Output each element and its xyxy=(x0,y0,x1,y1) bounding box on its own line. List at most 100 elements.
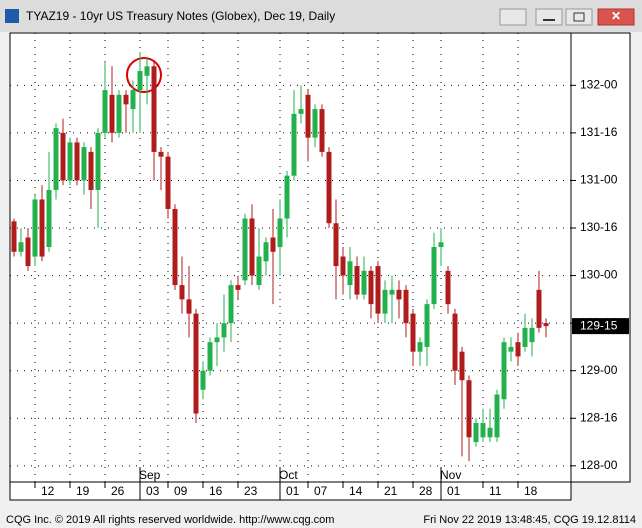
candle-body xyxy=(347,261,353,286)
candle-body xyxy=(487,427,493,438)
candle-body xyxy=(529,327,535,343)
y-tick-label: 131-16 xyxy=(580,125,618,139)
candle-body xyxy=(235,285,241,290)
candle-body xyxy=(319,109,325,152)
x-tick-label: 11 xyxy=(489,484,502,498)
candle-body xyxy=(424,304,430,347)
candle-body xyxy=(305,94,311,138)
candle-body xyxy=(354,266,360,295)
close-icon: ✕ xyxy=(611,9,621,23)
candle-body xyxy=(382,289,388,314)
candle-body xyxy=(333,223,339,267)
y-tick-label: 129-00 xyxy=(580,363,618,377)
window-title: TYAZ19 - 10yr US Treasury Notes (Globex)… xyxy=(26,9,335,23)
x-tick-label: 21 xyxy=(384,484,398,498)
candle-body xyxy=(452,313,458,371)
candle-body xyxy=(130,90,136,110)
candle-body xyxy=(340,256,346,276)
candle-body xyxy=(431,247,437,305)
x-tick-label: 28 xyxy=(419,484,433,498)
candle-body xyxy=(508,346,514,352)
candle-body xyxy=(389,289,395,295)
candle-body xyxy=(263,242,269,262)
candle-body xyxy=(137,71,143,91)
x-tick-label: 01 xyxy=(286,484,300,498)
candle-body xyxy=(144,66,150,76)
candle-body xyxy=(46,189,52,248)
candle-body xyxy=(95,132,101,190)
candle-body xyxy=(326,151,332,224)
footer-left: CQG Inc. © 2019 All rights reserved worl… xyxy=(6,514,334,526)
y-tick-label: 131-00 xyxy=(580,173,618,187)
candle-body xyxy=(193,313,199,414)
candle-body xyxy=(445,270,451,305)
candle-body xyxy=(515,342,521,357)
candle-body xyxy=(200,370,206,390)
app-icon xyxy=(5,9,19,23)
x-tick-label: 03 xyxy=(146,484,160,498)
candle-body xyxy=(536,289,542,328)
y-tick-label: 130-00 xyxy=(580,268,618,282)
candle-body xyxy=(256,256,262,286)
last-price-label: 129-15 xyxy=(580,318,618,332)
candle-body xyxy=(277,218,283,248)
candle-body xyxy=(207,342,213,371)
candle-body xyxy=(109,94,115,133)
candle-body xyxy=(249,218,255,276)
minimize-button[interactable] xyxy=(535,8,563,26)
candle-body xyxy=(214,337,220,343)
x-tick-label: 16 xyxy=(209,484,223,498)
candle-body xyxy=(368,270,374,305)
x-tick-label: 01 xyxy=(447,484,461,498)
candle-body xyxy=(494,394,500,438)
candle-body xyxy=(151,66,157,152)
candle-body xyxy=(396,289,402,300)
candle-body xyxy=(39,199,45,257)
candle-body xyxy=(291,113,297,176)
candle-body xyxy=(25,237,31,267)
last-price-box xyxy=(572,318,629,335)
candle-body xyxy=(74,142,80,181)
y-tick-label: 132-00 xyxy=(580,77,618,91)
candle-body xyxy=(459,351,465,381)
month-label: Oct xyxy=(279,468,298,482)
chart: 128-00128-16129-00129-16130-00130-16131-… xyxy=(10,33,629,500)
candle-body xyxy=(473,423,479,443)
candle-body xyxy=(403,289,409,324)
maximize-button[interactable] xyxy=(565,8,593,26)
footer-right: Fri Nov 22 2019 13:48:45, CQG 19.12.8114 xyxy=(423,514,636,526)
candle-body xyxy=(116,94,122,133)
candle-body xyxy=(81,147,87,181)
candle-body xyxy=(165,156,171,209)
candle-body xyxy=(60,132,66,181)
candle-body xyxy=(102,90,108,133)
x-tick-label: 12 xyxy=(41,484,55,498)
candle-body xyxy=(501,342,507,400)
x-tick-label: 14 xyxy=(349,484,363,498)
candle-body xyxy=(375,266,381,314)
time-axis xyxy=(9,481,572,501)
close-button[interactable] xyxy=(597,8,635,26)
candle-body xyxy=(221,323,227,338)
x-tick-label: 19 xyxy=(76,484,90,498)
x-tick-label: 26 xyxy=(111,484,125,498)
candle-body xyxy=(11,221,17,252)
candle-body xyxy=(228,285,234,324)
y-tick-label: 128-16 xyxy=(580,410,618,424)
link-button[interactable] xyxy=(499,8,527,26)
x-tick-label: 09 xyxy=(174,484,188,498)
candle-body xyxy=(438,242,444,248)
candle-body xyxy=(53,128,59,190)
month-label: Nov xyxy=(440,468,461,482)
price-axis xyxy=(570,32,631,483)
candle-body xyxy=(298,109,304,114)
maximize-icon xyxy=(573,12,585,22)
candle-body xyxy=(123,94,129,105)
candle-body xyxy=(410,313,416,352)
candle-body xyxy=(270,237,276,252)
highlight-circle xyxy=(126,57,162,93)
candle-body xyxy=(543,323,549,327)
candle-body xyxy=(179,285,185,300)
y-tick-label: 128-00 xyxy=(580,458,618,472)
plot-area xyxy=(9,32,572,483)
